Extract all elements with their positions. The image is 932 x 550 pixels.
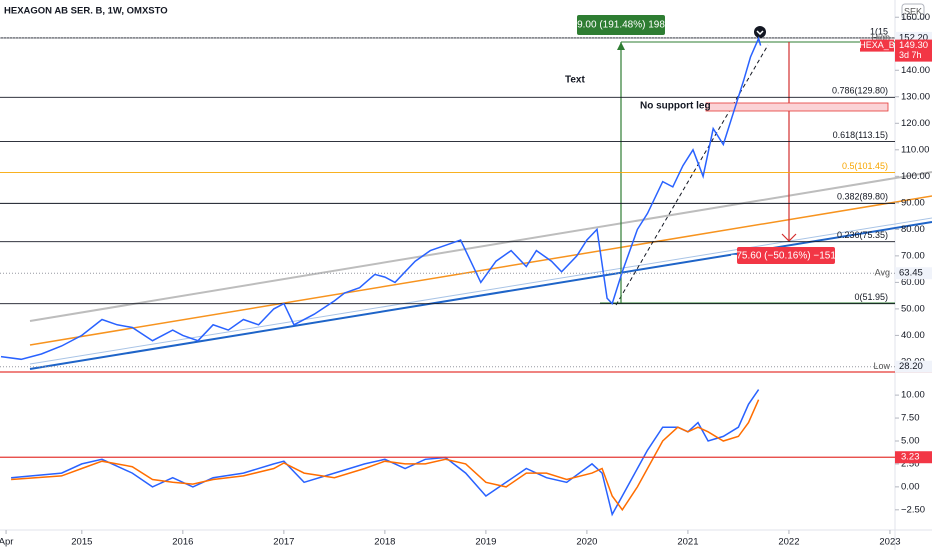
y-tick-label: −2.50	[901, 504, 925, 515]
y-tick-label: 5.00	[901, 436, 920, 447]
y-tick-label: 120.00	[901, 118, 930, 129]
price-badge-value: 149.30	[899, 40, 928, 51]
price-badge-name-box	[860, 39, 894, 52]
x-tick-label: 2021	[677, 537, 698, 548]
series-line	[11, 399, 760, 512]
price-badge-box	[895, 267, 932, 280]
measure-down-box	[737, 247, 835, 264]
x-tick-label: 2022	[778, 537, 799, 548]
x-tick-label: 2017	[273, 537, 294, 548]
fib-label: 0.786(129.80)	[832, 86, 888, 96]
fib-label: 0.236(75.35)	[837, 230, 888, 240]
price-badge-value: 28.20	[899, 361, 923, 372]
arrow-icon	[754, 26, 766, 38]
x-tick-label: 2019	[475, 537, 496, 548]
trend-channel-lower-parallel	[29, 217, 932, 365]
price-badge-box	[895, 360, 932, 373]
y-tick-label: 50.00	[901, 303, 925, 314]
price-badge-name: HEXA_B	[859, 40, 895, 50]
price-badge-value: 152.20	[899, 32, 928, 43]
measure-up-label: 99.00 (191.48%) 1980	[572, 20, 671, 31]
price-badge-extra: 3d 7h	[899, 50, 922, 60]
trend-channel-lower	[29, 221, 932, 370]
y-tick-label: 100.00	[901, 171, 930, 182]
y-tick-label: 140.00	[901, 65, 930, 76]
y-tick-label: 60.00	[901, 277, 925, 288]
x-tick-label: 2016	[172, 537, 193, 548]
fib-label: 0.382(89.80)	[837, 192, 888, 202]
x-tick-label: Apr	[0, 537, 13, 548]
price-badge-value: 63.45	[899, 268, 923, 279]
price-badge-box	[895, 39, 932, 62]
text-note: Text	[565, 75, 585, 86]
currency-label: SEK	[904, 6, 922, 16]
no-support-box	[705, 102, 889, 112]
series-line	[0, 36, 762, 361]
y-tick-label: 70.00	[901, 250, 925, 261]
fib-label: 0(51.95)	[854, 292, 888, 302]
macd-badge-label: 3.23	[901, 452, 920, 463]
y-tick-label: 7.50	[901, 413, 920, 424]
fib-label: 0.5(101.45)	[842, 161, 888, 171]
no-support-note: No support leg	[640, 101, 711, 112]
x-tick-label: 2018	[374, 537, 395, 548]
measure-down-label: −75.60 (−50.16%) −1512	[731, 251, 842, 262]
y-tick-label: 80.00	[901, 224, 925, 235]
chart-title: HEXAGON AB SER. B, 1W, OMXSTO	[4, 6, 168, 17]
trend-channel-middle	[29, 195, 932, 346]
arrow-icon-glyph	[756, 30, 764, 36]
price-badge-name: Avg	[875, 268, 890, 278]
y-tick-label: 130.00	[901, 91, 930, 102]
measure-down-arrow	[781, 233, 797, 242]
trend-channel-upper	[29, 171, 932, 322]
price-badge-name: High	[871, 32, 890, 42]
y-tick-label: 110.00	[901, 144, 929, 155]
y-tick-label: 40.00	[901, 330, 925, 341]
x-tick-label: 2020	[576, 537, 597, 548]
fib-label: 1(15	[870, 26, 888, 36]
measure-up-arrow	[617, 42, 625, 50]
dashed-projection	[615, 44, 769, 306]
y-tick-label: 160.00	[901, 12, 930, 23]
macd-badge-box	[895, 451, 932, 464]
price-badge-name: Low	[873, 361, 890, 371]
y-tick-label: 90.00	[901, 197, 925, 208]
currency-badge	[901, 3, 925, 20]
measure-up-box	[577, 15, 665, 35]
y-tick-label: 0.00	[901, 481, 920, 492]
x-tick-label: 2015	[71, 537, 92, 548]
y-tick-label: 10.00	[901, 390, 925, 401]
x-tick-label: 2023	[879, 537, 900, 548]
y-tick-label: 2.50	[901, 458, 920, 469]
fib-label: 0.618(113.15)	[833, 130, 888, 140]
